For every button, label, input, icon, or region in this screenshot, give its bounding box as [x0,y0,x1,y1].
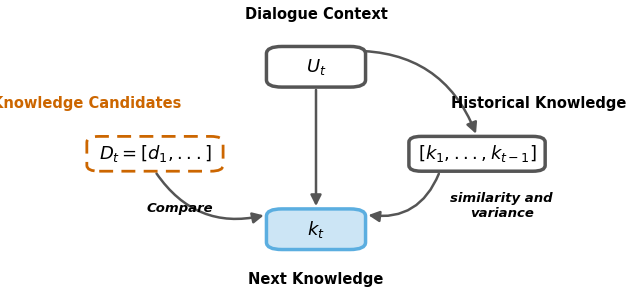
FancyBboxPatch shape [267,209,365,250]
FancyBboxPatch shape [409,136,545,171]
Text: similarity and
variance: similarity and variance [451,192,553,220]
FancyBboxPatch shape [87,136,223,171]
Text: $D_t = [d_1, ...]$: $D_t = [d_1, ...]$ [99,143,211,164]
Text: $k_t$: $k_t$ [307,219,325,240]
Text: $U_t$: $U_t$ [306,57,326,77]
FancyBboxPatch shape [267,46,365,87]
Text: Dialogue Context: Dialogue Context [245,7,387,22]
Text: $[k_1,...,k_{t-1}]$: $[k_1,...,k_{t-1}]$ [418,143,537,164]
Text: Compare: Compare [147,202,213,215]
Text: Next Knowledge: Next Knowledge [248,273,384,287]
Text: Knowledge Candidates: Knowledge Candidates [0,96,181,110]
Text: Historical Knowledge: Historical Knowledge [451,96,627,110]
